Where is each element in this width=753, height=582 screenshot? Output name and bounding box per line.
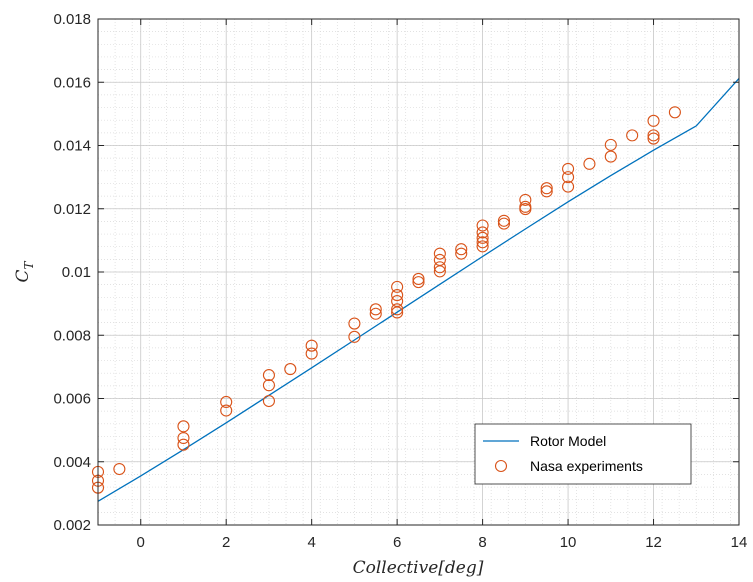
nasa-experiment-point: [433, 265, 446, 278]
nasa-experiment-point: [476, 219, 489, 232]
y-axis-title: CT: [13, 261, 36, 283]
nasa-experiment-point: [497, 217, 511, 230]
nasa-experiment-point: [369, 303, 382, 316]
legend-marker-swatch: [494, 459, 508, 473]
nasa-experiment-point: [519, 193, 532, 206]
y-tick-label: 0.012: [53, 201, 91, 218]
nasa-experiment-point: [262, 369, 275, 382]
y-tick-label: 0.018: [53, 11, 91, 28]
axes: 0 2 4 6 8 10 12 14 0.002 0.004 0.006 0.008 0.01 0.012…: [53, 11, 747, 551]
nasa-experiment-point: [562, 171, 575, 184]
nasa-experiment-point: [562, 180, 575, 193]
nasa-experiment-point: [412, 276, 425, 289]
x-tick-label: 14: [731, 534, 748, 551]
x-tick-label: 6: [393, 534, 401, 551]
nasa-experiment-point: [540, 185, 553, 198]
y-tick-label: 0.004: [53, 454, 91, 471]
nasa-experiment-point: [476, 231, 489, 244]
legend-label-rotor-model: Rotor Model: [530, 433, 606, 449]
nasa-experiment-point: [604, 138, 617, 151]
nasa-experiment-point: [412, 272, 425, 286]
nasa-experiment-point: [647, 132, 660, 145]
nasa-experiment-point: [348, 317, 361, 330]
y-tick-label: 0.014: [53, 138, 91, 155]
nasa-experiment-point: [284, 363, 297, 376]
x-tick-label: 8: [478, 534, 486, 551]
nasa-experiment-point: [348, 330, 361, 343]
nasa-experiment-point: [391, 303, 404, 316]
nasa-experiment-point: [540, 182, 553, 195]
y-tick-label: 0.006: [53, 391, 91, 408]
nasa-experiment-point: [369, 307, 382, 320]
nasa-experiment-point: [177, 420, 190, 433]
y-tick-label: 0.016: [53, 74, 91, 91]
nasa-experiment-point: [433, 247, 446, 260]
nasa-experiment-point: [604, 150, 617, 163]
nasa-experiment-point: [476, 226, 489, 239]
x-tick-label: 0: [137, 534, 145, 551]
nasa-experiment-point: [476, 236, 489, 249]
nasa-experiment-point: [455, 243, 468, 256]
x-tick-label: 2: [222, 534, 230, 551]
nasa-experiment-point: [305, 339, 318, 352]
nasa-experiment-point: [177, 431, 190, 445]
legend-box: [474, 423, 692, 485]
nasa-experiment-point: [497, 214, 511, 227]
nasa-experiment-point: [391, 280, 404, 293]
nasa-experiment-point: [433, 261, 446, 274]
x-tick-label: 10: [560, 534, 577, 551]
legend: Rotor Model Nasa experiments: [474, 423, 692, 485]
rotor-model-line: [97, 78, 740, 502]
x-tick-label: 12: [645, 534, 662, 551]
nasa-experiment-point: [391, 306, 404, 319]
nasa-experiment-point: [476, 240, 489, 253]
nasa-experiment-point: [668, 106, 681, 119]
nasa-experiment-point: [647, 129, 660, 142]
y-tick-label: 0.01: [62, 264, 91, 281]
nasa-experiment-point: [455, 247, 468, 260]
nasa-experiment-point: [519, 203, 532, 216]
y-tick-label: 0.008: [53, 327, 91, 344]
y-tick-label: 0.002: [53, 517, 91, 534]
nasa-experiment-point: [220, 404, 233, 417]
legend-label-nasa-experiments: Nasa experiments: [530, 458, 643, 474]
series-layer: [91, 78, 740, 502]
x-axis-title: Collective[deg]: [353, 558, 484, 578]
nasa-experiment-point: [177, 438, 190, 451]
nasa-experiment-point: [391, 289, 404, 302]
x-tick-label: 4: [307, 534, 315, 551]
nasa-experiment-point: [305, 347, 318, 360]
nasa-experiment-point: [583, 157, 596, 170]
nasa-experiment-point: [262, 394, 275, 408]
nasa-experiment-point: [113, 462, 126, 476]
nasa-experiment-point: [626, 129, 639, 142]
nasa-experiment-point: [562, 162, 575, 175]
nasa-experiment-point: [220, 395, 233, 409]
nasa-experiment-point: [647, 114, 660, 127]
nasa-experiment-point: [262, 379, 275, 392]
